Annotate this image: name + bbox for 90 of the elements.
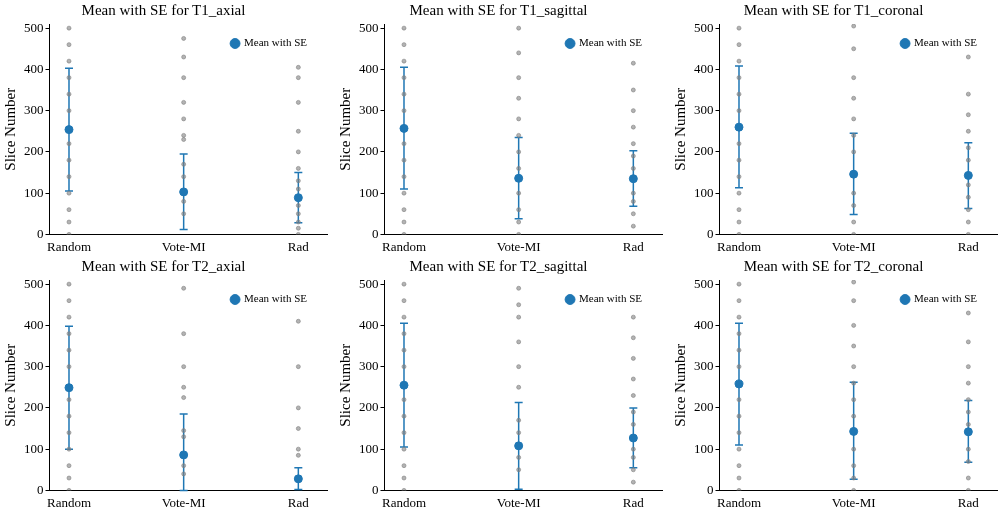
legend-label: Mean with SE	[244, 292, 308, 305]
x-tick-label: Rad	[287, 494, 310, 510]
y-tick-label: 100	[694, 440, 714, 456]
y-axis-title: Slice Number	[671, 343, 688, 427]
y-tick-label: 400	[694, 60, 714, 76]
y-tick-label: 100	[24, 184, 44, 200]
x-tick-label: Random	[381, 238, 427, 254]
point	[179, 187, 189, 197]
y-axis-title: Slice Number	[1, 343, 18, 427]
y-tick-label: 300	[359, 358, 379, 374]
y-tick-label: 0	[37, 225, 44, 241]
point	[399, 380, 409, 390]
point	[963, 170, 973, 180]
x-tick-label: Random	[716, 238, 762, 254]
x-tick-label: Rad	[287, 238, 310, 254]
point	[399, 123, 409, 133]
point	[628, 174, 638, 184]
point	[963, 427, 973, 437]
y-tick-label: 200	[24, 399, 44, 415]
point	[514, 173, 524, 183]
y-tick-label: 200	[694, 399, 714, 415]
point	[849, 426, 859, 436]
y-tick-label: 500	[694, 275, 714, 291]
point	[293, 474, 303, 484]
chart-title: Mean with SE for T1_sagittal	[409, 1, 588, 18]
y-tick-label: 300	[24, 358, 44, 374]
y-tick-label: 0	[37, 481, 44, 497]
y-tick-label: 100	[359, 440, 379, 456]
point	[849, 169, 859, 179]
y-tick-label: 400	[694, 316, 714, 332]
x-tick-label: Random	[46, 494, 92, 510]
y-tick-label: 200	[24, 143, 44, 159]
x-tick-label: Vote-MI	[161, 238, 206, 254]
y-tick-label: 500	[359, 275, 379, 291]
x-tick-label: Rad	[622, 238, 645, 254]
y-tick-label: 0	[372, 225, 379, 241]
y-tick-label: 200	[694, 143, 714, 159]
x-tick-label: Random	[46, 238, 92, 254]
x-tick-label: Vote-MI	[831, 238, 876, 254]
chart-title: Mean with SE for T1_axial	[81, 1, 246, 18]
y-tick-label: 200	[359, 143, 379, 159]
point	[179, 450, 189, 460]
y-axis-title: Slice Number	[336, 87, 353, 171]
y-axis-title: Slice Number	[1, 87, 18, 171]
x-tick-label: Vote-MI	[496, 238, 541, 254]
point	[64, 125, 74, 135]
y-tick-label: 400	[24, 60, 44, 76]
x-tick-label: Vote-MI	[161, 494, 206, 510]
y-tick-label: 100	[24, 440, 44, 456]
chart-title: Mean with SE for T2_sagittal	[409, 257, 588, 274]
x-tick-label: Random	[716, 494, 762, 510]
y-tick-label: 0	[707, 481, 714, 497]
x-tick-label: Vote-MI	[496, 494, 541, 510]
y-axis-title: Slice Number	[336, 343, 353, 427]
point	[734, 379, 744, 389]
x-tick-label: Rad	[622, 494, 645, 510]
y-tick-label: 300	[24, 102, 44, 118]
y-tick-label: 500	[24, 275, 44, 291]
y-axis-title: Slice Number	[671, 87, 688, 171]
y-tick-label: 400	[359, 316, 379, 332]
legend-label: Mean with SE	[244, 36, 308, 49]
point	[514, 441, 524, 451]
y-tick-label: 300	[694, 358, 714, 374]
chart-title: Mean with SE for T2_coronal	[743, 257, 924, 274]
y-tick-label: 100	[359, 184, 379, 200]
y-tick-label: 500	[694, 19, 714, 35]
x-tick-label: Vote-MI	[831, 494, 876, 510]
point	[293, 193, 303, 203]
y-tick-label: 0	[707, 225, 714, 241]
legend-label: Mean with SE	[579, 36, 643, 49]
y-tick-label: 500	[359, 19, 379, 35]
x-tick-label: Random	[381, 494, 427, 510]
y-tick-label: 300	[694, 102, 714, 118]
y-tick-label: 400	[359, 60, 379, 76]
point	[734, 122, 744, 132]
point	[628, 433, 638, 443]
chart-title: Mean with SE for T2_axial	[81, 257, 246, 274]
y-tick-label: 400	[24, 316, 44, 332]
y-tick-label: 0	[372, 481, 379, 497]
point	[64, 383, 74, 393]
y-tick-label: 500	[24, 19, 44, 35]
x-tick-label: Rad	[957, 238, 980, 254]
x-tick-label: Rad	[957, 494, 980, 510]
y-tick-label: 200	[359, 399, 379, 415]
legend-label: Mean with SE	[914, 36, 978, 49]
legend-label: Mean with SE	[914, 292, 978, 305]
legend-label: Mean with SE	[579, 292, 643, 305]
y-tick-label: 100	[694, 184, 714, 200]
chart-title: Mean with SE for T1_coronal	[743, 1, 924, 18]
y-tick-label: 300	[359, 102, 379, 118]
